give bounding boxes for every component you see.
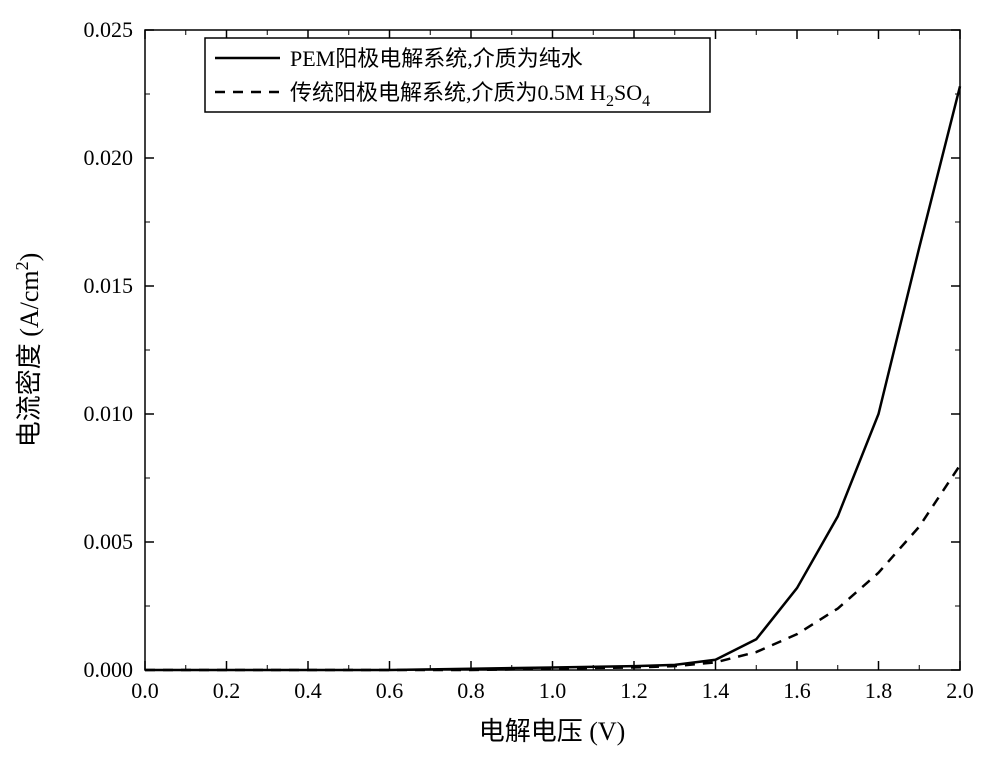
svg-text:0.025: 0.025 [84, 17, 134, 42]
plot-border [145, 30, 960, 670]
svg-text:0.010: 0.010 [84, 401, 134, 426]
svg-text:0.000: 0.000 [84, 657, 134, 682]
x-axis-ticks [145, 30, 960, 670]
svg-text:0.005: 0.005 [84, 529, 134, 554]
y-axis-ticks [145, 30, 960, 670]
y-axis-labels: 0.000 0.005 0.010 0.015 0.020 0.025 [84, 17, 134, 682]
svg-text:1.0: 1.0 [539, 678, 567, 703]
svg-text:0.4: 0.4 [294, 678, 322, 703]
svg-text:0.8: 0.8 [457, 678, 485, 703]
svg-text:0.020: 0.020 [84, 145, 134, 170]
x-axis-labels: 0.0 0.2 0.4 0.6 0.8 1.0 1.2 1.4 1.6 1.8 2.0 [131, 678, 974, 703]
svg-text:2.0: 2.0 [946, 678, 974, 703]
svg-text:1.8: 1.8 [865, 678, 893, 703]
svg-text:0.015: 0.015 [84, 273, 134, 298]
y-axis-label: 电流密度 (A/cm2) [12, 253, 44, 448]
series-PEM [145, 86, 960, 670]
series-Traditional [145, 465, 960, 670]
series-group [145, 86, 960, 670]
chart-svg: 0.0 0.2 0.4 0.6 0.8 1.0 1.2 1.4 1.6 1.8 2.0 电解电压 (… [0, 0, 1000, 762]
svg-text:1.2: 1.2 [620, 678, 648, 703]
chart-container: 0.0 0.2 0.4 0.6 0.8 1.0 1.2 1.4 1.6 1.8 2.0 电解电压 (… [0, 0, 1000, 762]
svg-text:0.6: 0.6 [376, 678, 404, 703]
svg-text:0.0: 0.0 [131, 678, 159, 703]
legend-label-0: PEM阳极电解系统,介质为纯水 [290, 46, 583, 71]
legend: PEM阳极电解系统,介质为纯水 传统阳极电解系统,介质为0.5M H2SO4 [205, 38, 710, 112]
x-axis-label: 电解电压 (V) [479, 717, 626, 746]
svg-text:0.2: 0.2 [213, 678, 241, 703]
svg-text:1.6: 1.6 [783, 678, 811, 703]
svg-text:1.4: 1.4 [702, 678, 730, 703]
